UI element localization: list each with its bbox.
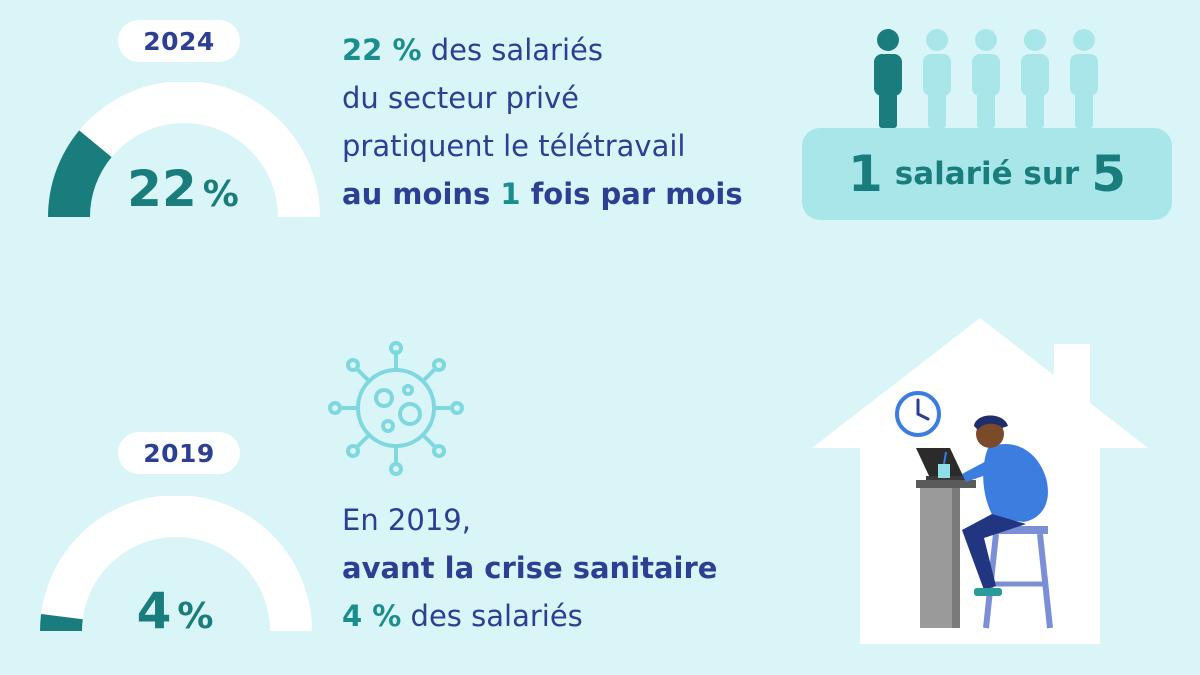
gauge-unit: %: [177, 596, 214, 637]
person-icon: [972, 29, 1000, 128]
stat-line-1-rest: des salariés: [421, 33, 603, 67]
person-icon: [1021, 29, 1049, 128]
person-icon: [1070, 29, 1098, 128]
stat-text-2019: En 2019, avant la crise sanitaire 4 % de…: [342, 496, 717, 640]
year-badge-2019: 2019: [118, 432, 240, 474]
gauge-fill: [48, 130, 113, 218]
person-icon: [923, 29, 951, 128]
person-icon: [874, 29, 902, 128]
people-icons: [874, 29, 1098, 128]
stat-line-4-b: fois par mois: [520, 177, 743, 211]
house-icon: [812, 318, 1148, 644]
gauge-value-2024: 22%: [108, 160, 258, 218]
remote-worker-illustration: [916, 415, 1053, 629]
gauge-number: 4: [136, 582, 172, 640]
stat-line-2: avant la crise sanitaire: [342, 551, 718, 585]
stat-line-3-rest: des salariés: [401, 599, 583, 633]
stat-line-4-a: au moins: [342, 177, 501, 211]
ratio-box: 1 salarié sur 5: [802, 128, 1172, 220]
year-badge-2024: 2024: [118, 20, 240, 62]
gauge-unit: %: [202, 174, 239, 215]
gauge-2024: [48, 82, 320, 218]
stat-highlight: 22 %: [342, 33, 422, 67]
ratio-first: 1: [847, 145, 883, 203]
gauge-number: 22: [127, 160, 197, 218]
stat-line-4-num: 1: [500, 177, 521, 211]
gauge-value-2019: 4%: [100, 582, 250, 640]
ratio-middle: salarié sur: [894, 156, 1080, 192]
gauge-fill: [40, 613, 83, 632]
stat-line-2: du secteur privé: [342, 81, 580, 115]
people-row: [866, 28, 1111, 128]
stat-highlight: 4 %: [342, 599, 402, 633]
stat-line-1: 22 % des salariés: [342, 26, 743, 74]
virus-icon: [328, 341, 464, 476]
stat-line-3: pratiquent le télétravail: [342, 129, 686, 163]
year-label: 2019: [143, 438, 215, 468]
stat-line-1: En 2019,: [342, 503, 471, 537]
stat-text-2024: 22 % des salariés du secteur privé prati…: [342, 26, 743, 218]
gauge-2019: [40, 496, 312, 632]
gauge-track: [40, 496, 312, 632]
clock-icon: [895, 391, 941, 437]
stat-line-4: au moins 1 fois par mois: [342, 170, 743, 218]
year-label: 2024: [143, 26, 215, 56]
stat-line-3: 4 % des salariés: [342, 592, 717, 640]
ratio-last: 5: [1091, 145, 1127, 203]
